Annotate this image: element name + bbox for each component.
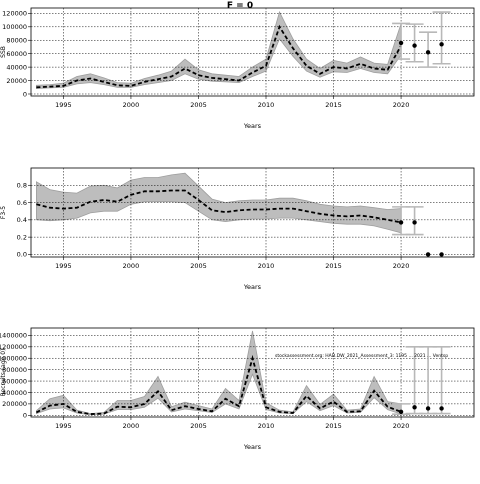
x-tick-label: 1995 — [55, 422, 72, 430]
forecast-point — [398, 220, 404, 225]
forecast-point — [439, 42, 444, 47]
y-axis-label: F3-5 — [0, 206, 7, 219]
x-tick-label: 2005 — [190, 262, 207, 270]
x-tick-label: 2020 — [393, 422, 410, 430]
figure-title: F = 0 — [227, 1, 253, 11]
y-tick-label: 100000 — [2, 23, 27, 31]
x-tick-label: 2015 — [325, 422, 342, 430]
y-tick-label: 200000 — [2, 400, 27, 408]
y-tick-label: 0 — [23, 90, 27, 98]
y-tick-label: 120000 — [2, 10, 27, 18]
x-tick-label: 1995 — [55, 101, 72, 109]
y-tick-label: 400000 — [2, 389, 27, 397]
chart-panel-recruits: 1995 2000 2005 2010 2015 2020 0 200000 400000 600… — [0, 327, 475, 451]
x-tick-label: 2020 — [393, 101, 410, 109]
forecast-point — [439, 406, 444, 411]
forecast-point — [439, 252, 444, 257]
chart-panel-ssb: 1995 2000 2005 2010 2015 2020 0 20000 40000 60000… — [0, 7, 475, 130]
y-tick-label: 0.8 — [17, 182, 27, 190]
forecast-point — [425, 252, 431, 257]
forecast-point — [412, 405, 417, 410]
series-line — [36, 189, 402, 224]
x-tick-label: 2015 — [325, 101, 342, 109]
y-tick-label: 0.0 — [17, 251, 27, 259]
series-line — [35, 354, 402, 416]
forecast-point — [412, 220, 417, 225]
x-axis-label: Years — [243, 122, 262, 130]
x-axis-label: Years — [243, 283, 262, 291]
forecast-point — [425, 50, 431, 55]
y-tick-label: 60000 — [6, 50, 27, 58]
x-tick-label: 2010 — [258, 101, 275, 109]
chart-panel-fbar: 1995 2000 2005 2010 2015 2020 0.0 0.2 0.4 0.6 0.8 Y… — [0, 167, 475, 291]
y-tick-label: 1400000 — [0, 332, 27, 340]
y-tick-label: 80000 — [6, 37, 27, 45]
confidence-band — [36, 10, 402, 90]
y-axis-label: SSB — [0, 46, 7, 58]
x-tick-label: 2000 — [123, 101, 140, 109]
plot-frame — [30, 327, 475, 418]
y-tick-label: 0.6 — [17, 199, 27, 207]
x-tick-label: 2005 — [190, 422, 207, 430]
series-line — [36, 24, 402, 89]
y-tick-label: 1200000 — [0, 343, 27, 351]
x-tick-label: 2010 — [258, 422, 275, 430]
forecast-point — [412, 43, 417, 48]
y-axis-label: Recruits (age 0) — [0, 349, 7, 397]
x-tick-label: 1995 — [55, 262, 72, 270]
y-tick-label: 0.4 — [17, 216, 27, 224]
y-tick-label: 40000 — [6, 63, 27, 71]
y-tick-label: 800000 — [2, 366, 27, 374]
y-tick-label: 1000000 — [0, 355, 27, 363]
forecast-point — [425, 406, 431, 411]
plot-frame — [30, 167, 475, 258]
figure-annotation: stockassessment.org: HAD.DW_2021_Assessm… — [275, 353, 448, 359]
x-tick-label: 2000 — [123, 262, 140, 270]
x-tick-label: 2020 — [393, 262, 410, 270]
forecast-point — [398, 409, 404, 415]
confidence-band — [36, 172, 402, 234]
y-tick-label: 0 — [23, 412, 27, 420]
y-tick-label: 600000 — [2, 377, 27, 385]
x-tick-label: 2015 — [325, 262, 342, 270]
forecast-point — [398, 40, 404, 46]
x-tick-label: 2010 — [258, 262, 275, 270]
confidence-band — [36, 330, 402, 416]
y-tick-label: 0.2 — [17, 233, 27, 241]
x-tick-label: 2005 — [190, 101, 207, 109]
x-tick-label: 2000 — [123, 422, 140, 430]
y-tick-label: 20000 — [6, 77, 27, 85]
x-axis-label: Years — [243, 443, 262, 451]
plot-frame — [30, 7, 475, 97]
